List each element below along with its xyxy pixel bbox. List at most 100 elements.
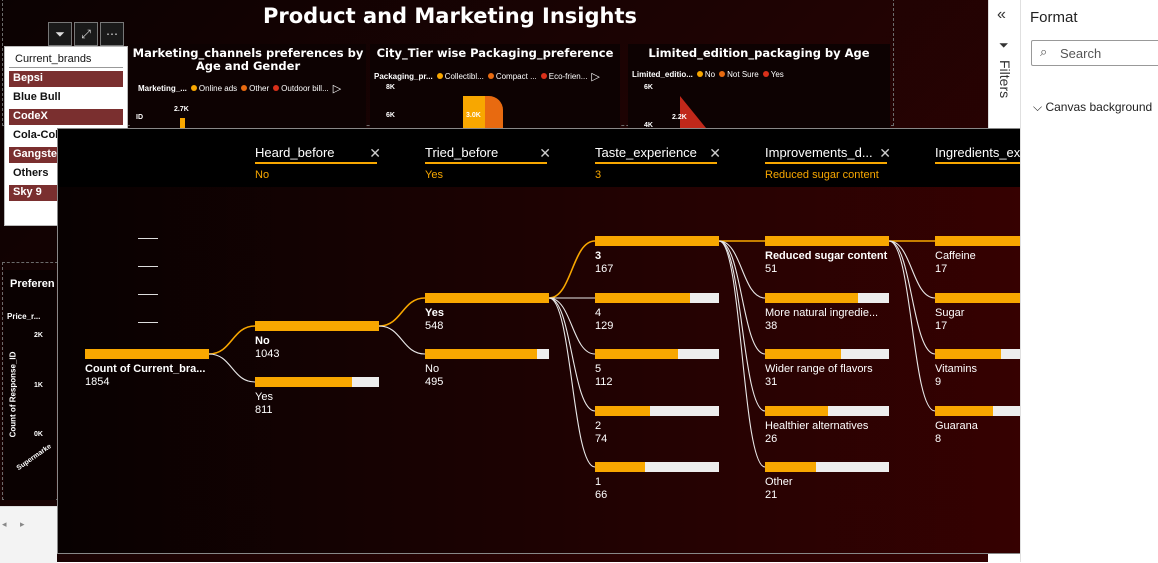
legend-item[interactable]: Online ads [190,84,237,93]
node-bar[interactable] [595,293,719,303]
node-bar[interactable] [595,462,719,472]
tree-node[interactable]: Reduced sugar content 51 [765,236,889,275]
legend-item[interactable]: Yes [762,70,784,79]
decomposition-tree[interactable]: Heard_before ✕ No Tried_before ✕ Yes Taste_exp… [57,128,1145,554]
tree-node[interactable]: Yes 548 [425,293,549,332]
node-value: 38 [765,320,778,332]
tree-node[interactable]: Healthier alternatives 26 [765,406,889,445]
slicer-item[interactable]: CodeX [9,109,123,125]
node-bar[interactable] [595,406,719,416]
data-label: 2.2K [672,114,687,121]
chart-legend: Limited_editio... No Not Sure Yes [632,70,784,79]
filters-label[interactable]: Filters [997,60,1013,99]
legend-label: Marketing_... [138,84,187,93]
node-bar[interactable] [765,462,889,472]
legend-label: Packaging_pr... [374,72,433,81]
close-icon[interactable]: ✕ [709,145,721,161]
scroll-right-icon[interactable]: ▸ [20,519,25,529]
focus-mode-icon[interactable]: ⤢ [74,22,98,46]
legend-next-icon[interactable]: ▷ [332,83,342,95]
node-bar[interactable] [595,236,719,246]
axis-tick: 1K [34,382,43,389]
tree-level-header[interactable]: Heard_before ✕ No [255,145,381,181]
axis-tick: 4K [644,122,653,129]
node-bar-fill [595,406,650,416]
tree-connector [548,297,596,468]
close-icon[interactable]: ✕ [369,145,381,161]
node-bar-fill [935,349,1001,359]
more-options-icon[interactable]: ⋯ [100,22,124,46]
tree-node[interactable]: Other 21 [765,462,889,501]
format-search-input[interactable]: ⌕ Search [1031,40,1158,66]
node-value: 31 [765,376,778,388]
packaging-preference-chart[interactable]: City_Tier wise Packaging_preference Pack… [370,44,620,128]
preference-chart[interactable]: Preferen Price_r... 2K 1K 0K Count of Re… [4,270,56,500]
node-bar[interactable] [765,293,889,303]
legend-item[interactable]: Collectibl... [436,72,484,81]
node-bar[interactable] [85,349,209,359]
node-label: 4 [595,307,602,319]
node-bar[interactable] [765,406,889,416]
canvas-background-section[interactable]: ⌵ Canvas background [1033,100,1152,115]
data-label: 2.7K [174,106,189,113]
tree-level-header[interactable]: Improvements_d... ✕ Reduced sugar content [765,145,891,181]
legend-item[interactable]: No [696,70,715,79]
tree-node[interactable]: 4 129 [595,293,719,332]
close-icon[interactable]: ✕ [879,145,891,161]
node-bar[interactable] [935,406,1059,416]
node-label: 5 [595,363,602,375]
area-mark[interactable] [463,96,485,128]
tree-node[interactable]: 5 112 [595,349,719,388]
marketing-channels-chart[interactable]: Marketing_channels preferences by Age an… [130,44,366,128]
tree-node[interactable]: 2 74 [595,406,719,445]
node-label: 3 [595,250,602,262]
tree-level-header[interactable]: Taste_experience ✕ 3 [595,145,721,181]
legend-item[interactable]: Eco-frien... [540,72,587,81]
node-bar-fill [595,349,679,359]
close-icon[interactable]: ✕ [539,145,551,161]
filter-icon[interactable]: ⏷ [48,22,72,46]
node-value: 8 [935,433,942,445]
legend-item[interactable]: Outdoor bill... [273,84,329,93]
collapse-panes-icon[interactable]: « [997,6,1006,23]
slicer-item[interactable]: Blue Bull [9,90,123,106]
area-mark[interactable] [680,96,706,128]
tree-node[interactable]: No 1043 [255,321,379,360]
limited-edition-chart[interactable]: Limited_edition_packaging by Age Limited… [628,44,890,129]
node-bar[interactable] [765,236,889,246]
node-bar[interactable] [935,293,1059,303]
tree-node[interactable]: No 495 [425,349,549,388]
slicer-item[interactable]: Bepsi [9,71,123,87]
legend-next-icon[interactable]: ▷ [591,71,600,83]
search-icon: ⌕ [1040,44,1048,59]
level-name: Taste_experience [595,145,717,164]
node-bar[interactable] [255,377,379,387]
tree-node[interactable]: More natural ingredie... 38 [765,293,889,332]
level-name: Improvements_d... [765,145,887,164]
tree-header: Heard_before ✕ No Tried_before ✕ Yes Taste_exp… [58,129,1144,187]
node-bar-fill [85,349,209,359]
node-bar[interactable] [595,349,719,359]
tree-node[interactable]: 1 66 [595,462,719,501]
scroll-left-icon[interactable]: ◂ [2,519,7,529]
node-bar[interactable] [935,349,1059,359]
filters-pane-collapsed[interactable]: « ⏷ Filters [988,0,1021,128]
tree-node[interactable]: Yes 811 [255,377,379,416]
node-bar[interactable] [425,293,549,303]
legend-item[interactable]: Other [241,84,269,93]
tree-node[interactable]: Count of Current_bra... 1854 [85,349,209,388]
node-bar[interactable] [765,349,889,359]
legend-item[interactable]: Not Sure [719,70,759,79]
node-bar[interactable] [425,349,549,359]
bar[interactable] [180,118,185,128]
node-bar[interactable] [935,236,1059,246]
node-value: 17 [935,263,948,275]
tree-node[interactable]: Wider range of flavors 31 [765,349,889,388]
node-bar[interactable] [255,321,379,331]
tree-connector [718,240,766,468]
tree-node[interactable]: 3 167 [595,236,719,275]
axis-tick: 6K [386,112,395,119]
tree-level-header[interactable]: Tried_before ✕ Yes [425,145,551,181]
legend-item[interactable]: Compact ... [487,72,537,81]
